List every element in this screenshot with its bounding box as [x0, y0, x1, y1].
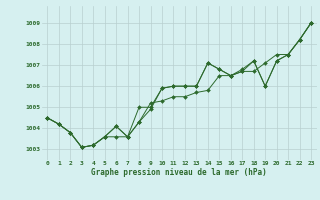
X-axis label: Graphe pression niveau de la mer (hPa): Graphe pression niveau de la mer (hPa): [91, 168, 267, 177]
